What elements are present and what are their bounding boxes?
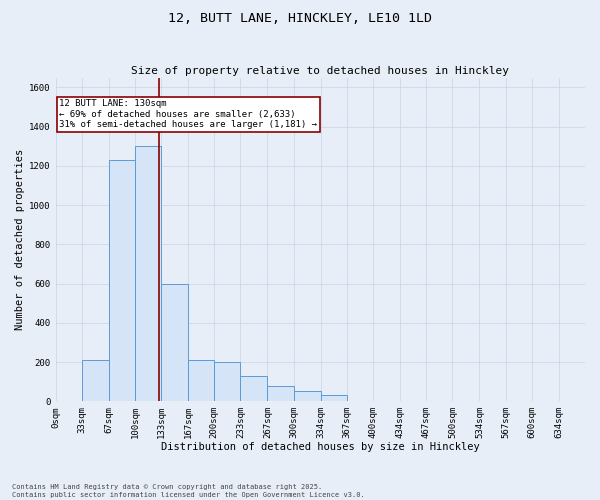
- Bar: [135, 146, 161, 401]
- X-axis label: Distribution of detached houses by size in Hinckley: Distribution of detached houses by size …: [161, 442, 479, 452]
- Bar: [241, 376, 268, 401]
- Bar: [109, 160, 135, 401]
- Text: Contains HM Land Registry data © Crown copyright and database right 2025.
Contai: Contains HM Land Registry data © Crown c…: [12, 484, 365, 498]
- Bar: [188, 360, 214, 401]
- Bar: [214, 362, 241, 401]
- Bar: [82, 360, 109, 401]
- Title: Size of property relative to detached houses in Hinckley: Size of property relative to detached ho…: [131, 66, 509, 76]
- Bar: [320, 396, 347, 401]
- Bar: [268, 386, 293, 401]
- Y-axis label: Number of detached properties: Number of detached properties: [15, 149, 25, 330]
- Bar: [293, 392, 320, 401]
- Bar: [161, 284, 188, 401]
- Text: 12 BUTT LANE: 130sqm
← 69% of detached houses are smaller (2,633)
31% of semi-de: 12 BUTT LANE: 130sqm ← 69% of detached h…: [59, 99, 317, 129]
- Text: 12, BUTT LANE, HINCKLEY, LE10 1LD: 12, BUTT LANE, HINCKLEY, LE10 1LD: [168, 12, 432, 26]
